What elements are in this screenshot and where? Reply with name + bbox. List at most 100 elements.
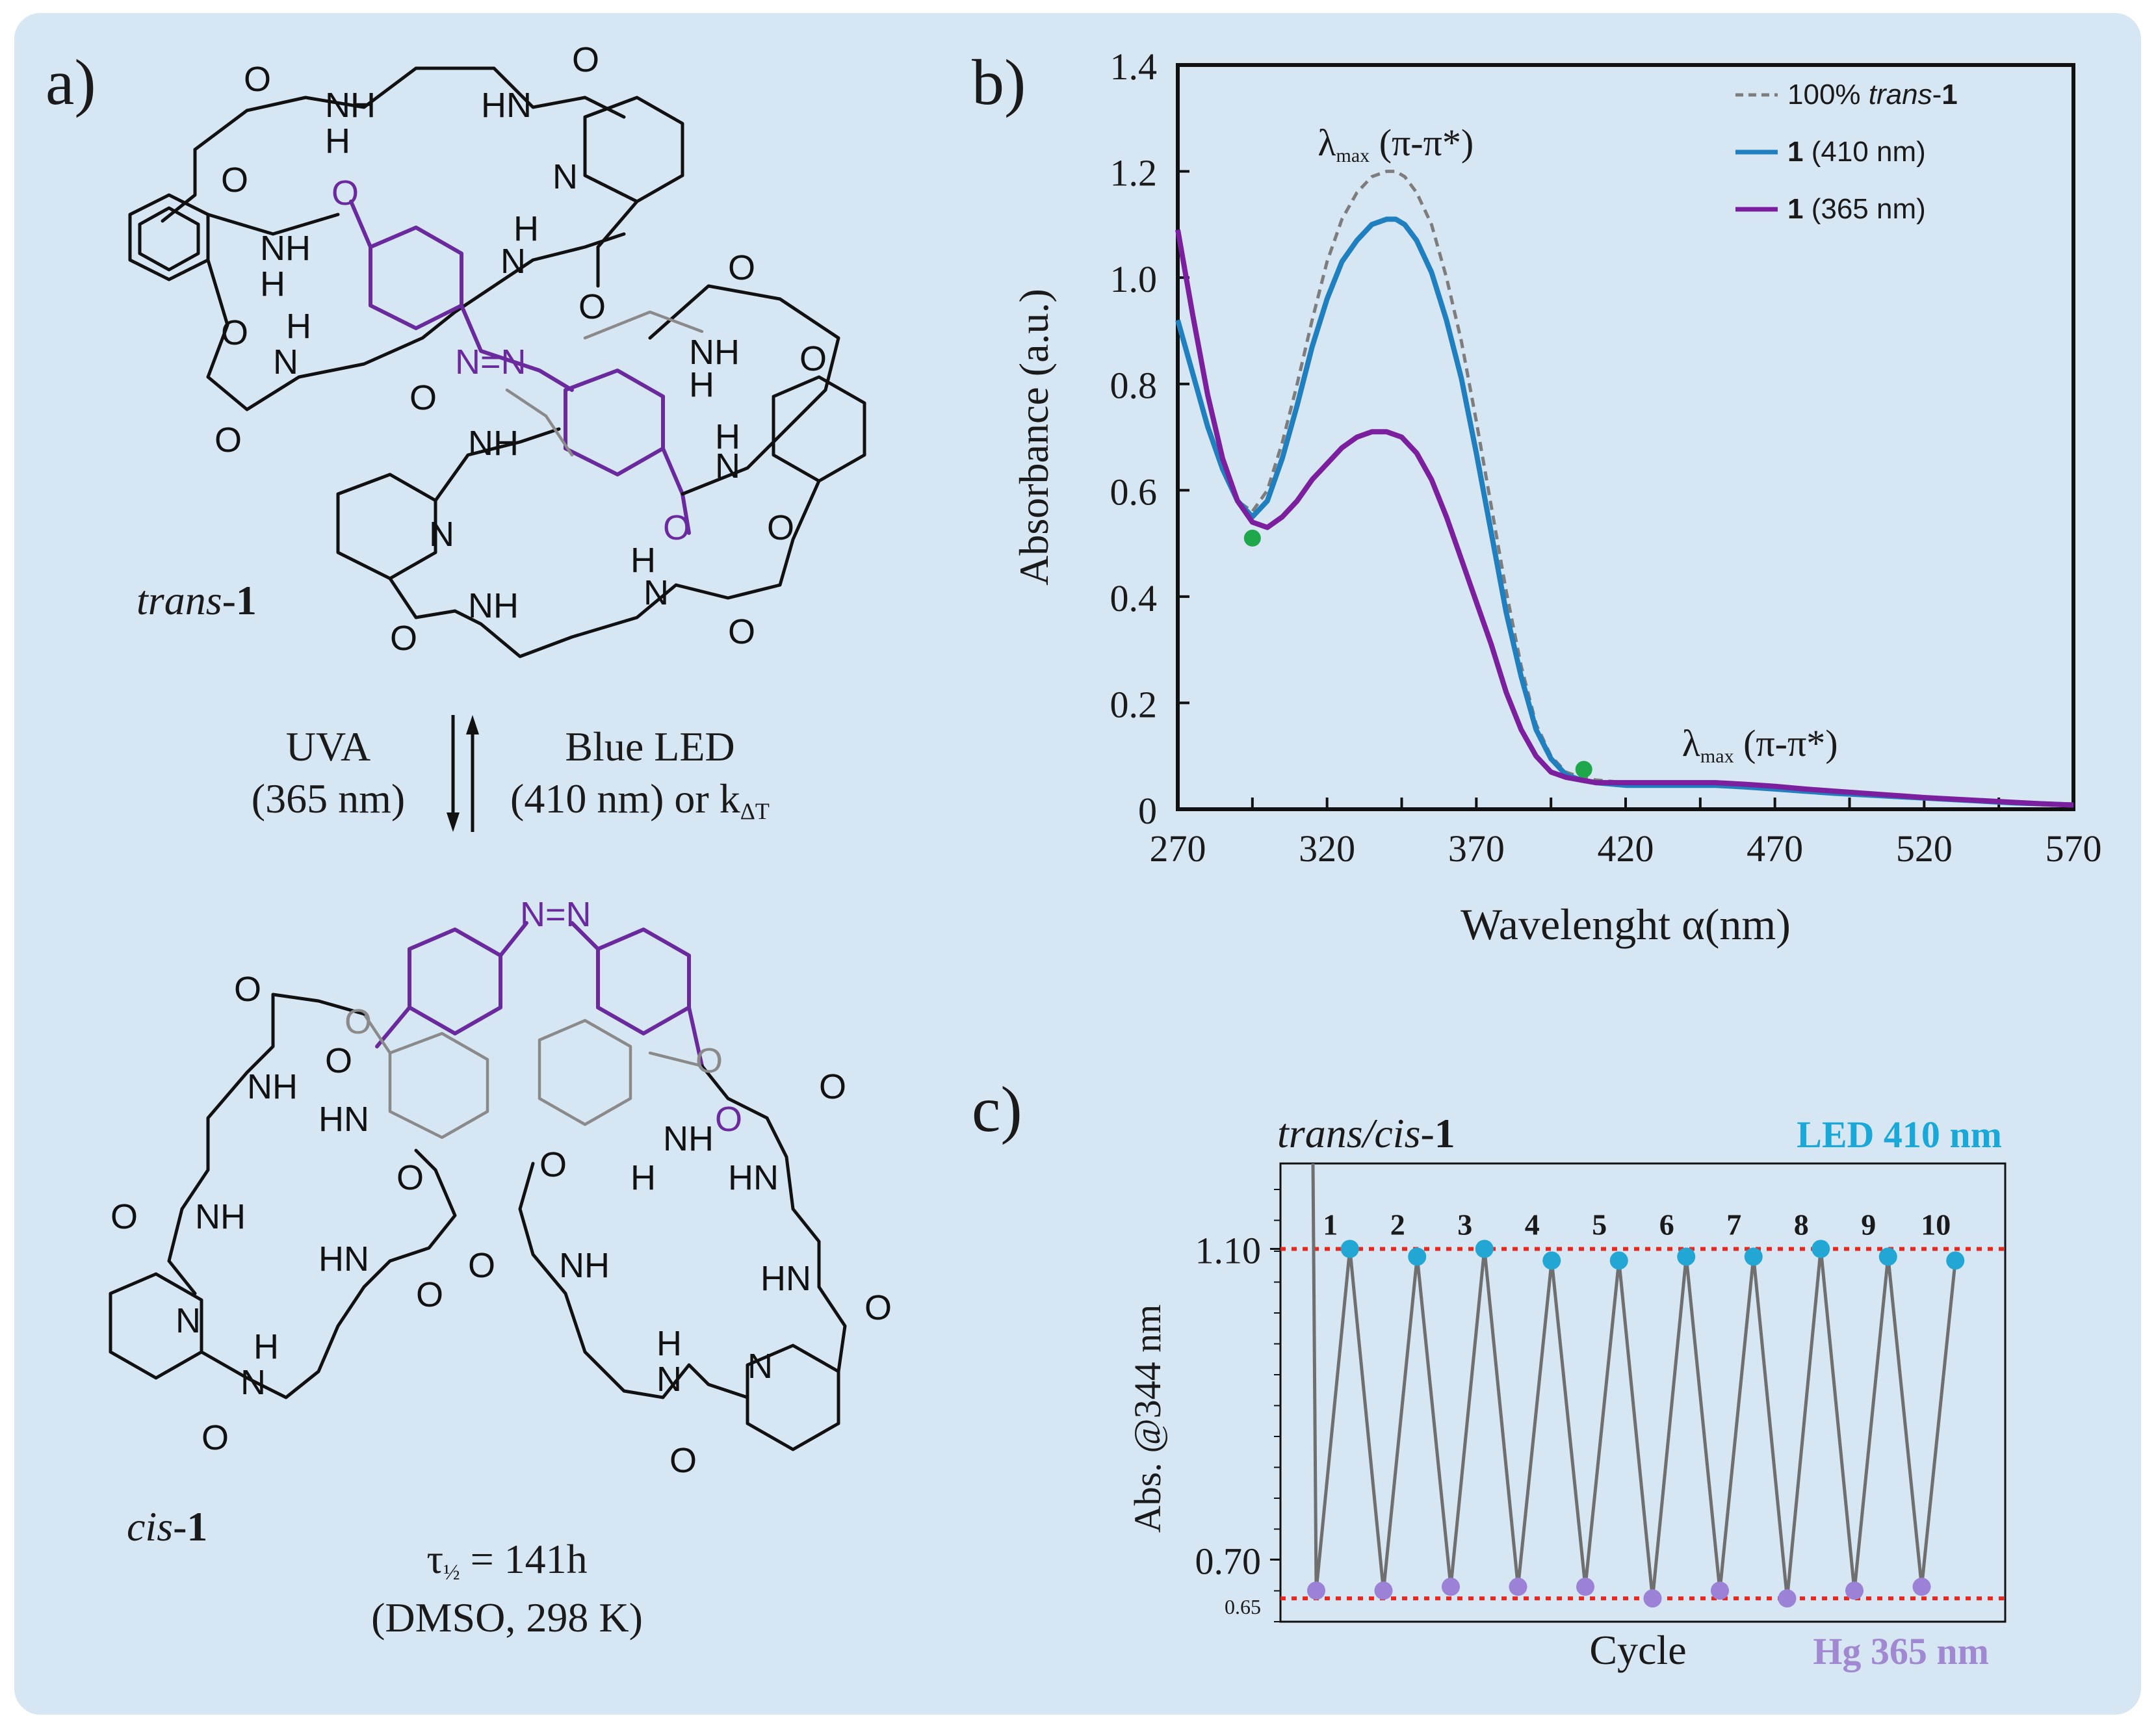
- svg-text:N: N: [715, 447, 740, 486]
- svg-text:N=N: N=N: [455, 343, 526, 382]
- cycle-number: 6: [1659, 1208, 1674, 1241]
- uva-label: UVA: [286, 723, 370, 770]
- panel-c-y-axis-label: Abs. @344 nm: [1126, 1305, 1169, 1533]
- high-state-marker: [1812, 1240, 1830, 1258]
- low-state-marker: [1711, 1581, 1729, 1600]
- svg-text:O: O: [221, 161, 248, 200]
- svg-text:O: O: [221, 313, 248, 352]
- svg-text:O: O: [728, 612, 755, 651]
- cis-1-structure: N=N O O O NH HN O NH: [109, 895, 892, 1480]
- svg-text:H: H: [253, 1327, 279, 1366]
- panel-c-plot-area: [1279, 1162, 2007, 1623]
- svg-text:O: O: [767, 508, 794, 547]
- svg-text:NH: NH: [260, 229, 311, 268]
- equilibrium-arrows: [447, 715, 479, 832]
- led-410-label: LED 410 nm: [1797, 1113, 2002, 1156]
- low-state-marker: [1374, 1581, 1393, 1600]
- panel-c-small-tick-label: 0.65: [1225, 1595, 1261, 1618]
- panel-c-y-tick-label: 1.10: [1195, 1229, 1262, 1271]
- panel-b-x-tick-label: 570: [2046, 827, 2102, 870]
- svg-text:NH: NH: [325, 86, 376, 125]
- svg-text:HN: HN: [760, 1259, 811, 1298]
- panel-b-x-tick-label: 520: [1896, 827, 1953, 870]
- svg-text:N: N: [429, 515, 454, 554]
- panel-b-y-tick-label: 0: [1138, 790, 1157, 832]
- panel-c: c) trans/cis-1 LED 410 nm 0.70 1.10 0.65 1…: [972, 1073, 2007, 1673]
- panel-c-ticks: 0.70 1.10 0.65: [1195, 1189, 1280, 1622]
- svg-text:H: H: [656, 1324, 682, 1363]
- svg-text:O: O: [201, 1418, 229, 1457]
- blue-led-label: Blue LED: [565, 723, 734, 770]
- panel-b-y-tick-label: 0.2: [1110, 683, 1158, 725]
- svg-text:O: O: [578, 287, 606, 326]
- panel-c-x-axis-label: Cycle: [1589, 1627, 1686, 1673]
- svg-text:O: O: [539, 1145, 567, 1184]
- panel-b-plot-area: [1176, 63, 2075, 811]
- cycle-number: 3: [1457, 1208, 1472, 1241]
- panel-b-y-axis-label: Absorbance (a.u.): [1011, 289, 1057, 586]
- high-state-marker: [1542, 1251, 1561, 1270]
- high-state-marker: [1408, 1247, 1427, 1266]
- svg-text:NH: NH: [195, 1197, 246, 1236]
- lambda-max-annotation: λmax (π-π*): [1318, 122, 1474, 166]
- legend-entry: 1 (365 nm): [1787, 193, 1926, 225]
- cycle-number: 5: [1592, 1208, 1607, 1241]
- panel-b-label: b): [972, 46, 1026, 118]
- lambda-max-annotation: λmax (π-π*): [1682, 722, 1838, 767]
- svg-text:H: H: [715, 417, 740, 456]
- cis-1-label: cis-1: [127, 1503, 207, 1550]
- panel-c-markers: [1307, 1240, 1965, 1608]
- low-state-marker: [1442, 1578, 1460, 1596]
- svg-text:N: N: [500, 242, 526, 281]
- legend-entry: 100% trans-1: [1787, 79, 1958, 110]
- high-state-marker: [1609, 1251, 1628, 1270]
- svg-text:H: H: [260, 265, 285, 304]
- svg-text:NH: NH: [663, 1119, 714, 1158]
- low-state-marker: [1509, 1578, 1527, 1596]
- svg-text:N: N: [273, 343, 298, 382]
- svg-text:O: O: [864, 1288, 892, 1327]
- svg-text:N: N: [240, 1363, 266, 1402]
- svg-text:H: H: [630, 1158, 656, 1197]
- panel-b-y-tick-label: 0.8: [1110, 365, 1158, 407]
- panel-a: a): [45, 40, 892, 1641]
- low-state-marker: [1845, 1581, 1864, 1600]
- svg-text:N: N: [552, 157, 578, 196]
- high-state-marker: [1744, 1247, 1763, 1266]
- svg-text:HN: HN: [318, 1240, 369, 1279]
- panel-c-label: c): [972, 1073, 1022, 1145]
- high-state-marker: [1946, 1251, 1965, 1270]
- svg-text:O: O: [325, 1041, 352, 1080]
- cycle-number: 9: [1861, 1208, 1876, 1241]
- svg-text:O: O: [214, 421, 242, 460]
- panel-b-series: [1175, 170, 2074, 808]
- low-state-marker: [1778, 1589, 1797, 1608]
- cycle-trace: [1311, 1163, 1957, 1600]
- cycle-number: 10: [1921, 1208, 1951, 1241]
- panel-b-x-tick-label: 420: [1598, 827, 1654, 870]
- cycle-number: 2: [1390, 1208, 1405, 1241]
- panel-c-y-tick-label: 0.70: [1195, 1540, 1262, 1582]
- svg-text:O: O: [663, 508, 690, 547]
- series-365nm: [1175, 229, 2074, 808]
- isosbestic-point: [1243, 529, 1261, 547]
- panel-b-y-tick-label: 1.2: [1110, 152, 1158, 194]
- svg-text:N: N: [656, 1360, 682, 1399]
- high-state-marker: [1340, 1240, 1359, 1258]
- cycle-number: 1: [1323, 1208, 1338, 1241]
- hg-365-label: Hg 365 nm: [1813, 1630, 1989, 1672]
- isosbestic-point: [1575, 760, 1592, 778]
- cycle-number: 7: [1726, 1208, 1741, 1241]
- svg-text:N=N: N=N: [520, 895, 591, 934]
- svg-text:O: O: [572, 40, 599, 79]
- high-state-marker: [1475, 1240, 1494, 1258]
- svg-text:O: O: [110, 1197, 138, 1236]
- panel-c-series: [1311, 1163, 1957, 1600]
- uva-wavelength: (365 nm): [252, 775, 405, 822]
- svg-text:O: O: [819, 1067, 846, 1106]
- cycle-number: 8: [1794, 1208, 1809, 1241]
- panel-b-y-tick-label: 0.6: [1110, 471, 1158, 513]
- svg-text:NH: NH: [559, 1246, 610, 1285]
- svg-text:O: O: [799, 339, 827, 378]
